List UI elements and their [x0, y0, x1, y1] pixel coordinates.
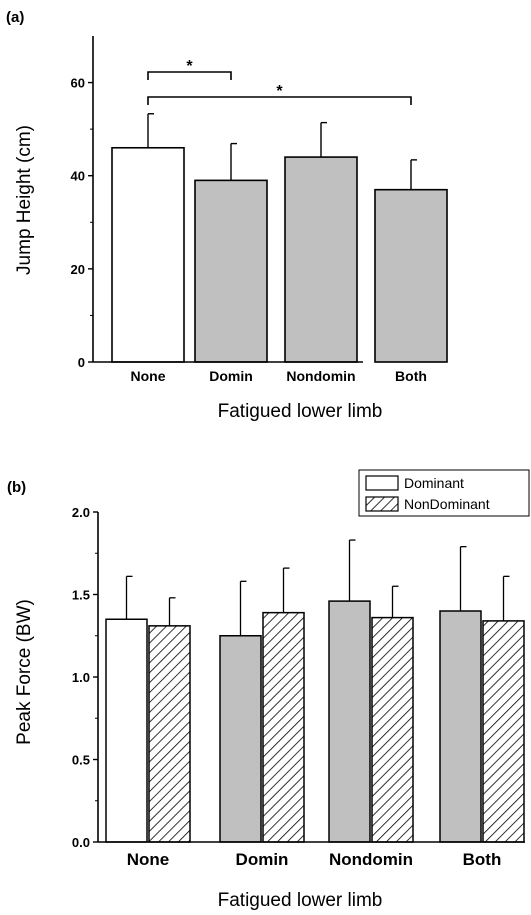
y-tick-label: 0	[78, 355, 85, 370]
y-tick-label: 2.0	[72, 505, 90, 520]
legend-swatch-dominant	[365, 475, 399, 491]
bar-nondomin-nondominant	[371, 616, 414, 843]
panel-b-y-axis: 0.0 0.5 1.0 1.5 2.0	[72, 505, 99, 850]
legend-label-nondominant: NonDominant	[404, 496, 490, 512]
panel-a-x-axis: None Domin Nondomin Both	[93, 361, 427, 384]
panel-b-bars	[105, 539, 525, 843]
bar-both	[374, 188, 448, 363]
y-tick-label: 60	[71, 76, 85, 91]
bar-domin-nondominant	[262, 611, 305, 843]
x-tick-label-both: Both	[463, 850, 502, 869]
panel-b-x-axis-title: Fatigued lower limb	[218, 890, 383, 911]
y-tick-label: 40	[71, 169, 85, 184]
bar-nondomin-dominant	[328, 600, 371, 843]
panel-b-legend: Dominant NonDominant	[358, 469, 530, 517]
panel-a-y-axis-title: Jump Height (cm)	[14, 125, 35, 275]
y-tick-label: 0.0	[72, 835, 90, 850]
x-tick-label-domin: Domin	[209, 368, 253, 384]
legend-label-dominant: Dominant	[404, 475, 464, 491]
significance-star: *	[276, 83, 283, 100]
x-tick-label-domin: Domin	[236, 850, 289, 869]
panel-b-y-axis-title: Peak Force (BW)	[14, 599, 35, 745]
y-tick-label: 1.5	[72, 588, 90, 603]
y-tick-label: 0.5	[72, 753, 90, 768]
panel-a-significance: **	[147, 58, 412, 105]
bar-nondomin	[284, 156, 358, 363]
legend-swatch-nondominant	[365, 496, 399, 512]
bar-none	[111, 146, 185, 363]
x-tick-label-nondomin: Nondomin	[286, 368, 355, 384]
x-tick-label-none: None	[131, 368, 166, 384]
panel-b-x-axis: None Domin Nondomin Both	[98, 841, 525, 869]
panel-a-bars	[111, 113, 448, 363]
panel-a-y-axis: 0 20 40 60	[71, 36, 94, 370]
panel-label-a: (a)	[6, 9, 24, 26]
x-tick-label-both: Both	[395, 368, 427, 384]
significance-bracket	[147, 71, 232, 80]
bar-none-nondominant	[148, 625, 191, 843]
significance-bracket	[147, 96, 412, 105]
panel-b: (b) 0.0 0.5 1.0 1.5 2.0 None Domin Nondomin Bot…	[7, 469, 530, 911]
x-tick-label-nondomin: Nondomin	[329, 850, 413, 869]
bar-domin-dominant	[219, 635, 262, 843]
panel-label-b: (b)	[7, 479, 26, 496]
bar-none-dominant	[105, 618, 148, 843]
x-tick-label-none: None	[127, 850, 170, 869]
panel-a-x-axis-title: Fatigued lower limb	[218, 401, 383, 422]
y-tick-label: 1.0	[72, 670, 90, 685]
bar-both-dominant	[439, 610, 482, 843]
significance-star: *	[186, 58, 193, 75]
y-tick-label: 20	[71, 262, 85, 277]
bar-domin	[194, 179, 268, 363]
bar-both-nondominant	[482, 620, 525, 843]
